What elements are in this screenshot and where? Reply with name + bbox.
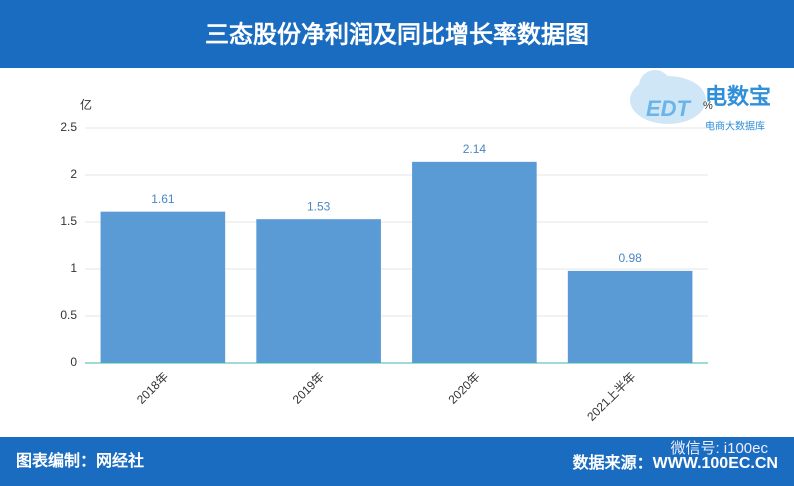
x-tick-label: 2021上半年	[584, 369, 638, 423]
header-bar	[0, 0, 794, 68]
x-tick-label: 2020年	[445, 369, 482, 406]
logo: EDT 电数宝 电商大数据库	[630, 70, 771, 133]
bar	[567, 270, 693, 363]
y-tick-label: 2.5	[60, 120, 77, 134]
data-label: 0.98	[618, 251, 642, 265]
data-label: 1.61	[151, 192, 175, 206]
y-tick-label: 1.5	[60, 214, 77, 228]
x-tick-label: 2018年	[134, 369, 171, 406]
bar	[100, 211, 226, 363]
logo-mark: EDT	[646, 96, 692, 121]
y-tick-label: 1	[70, 261, 77, 275]
data-label: 1.53	[307, 199, 331, 213]
y-axis-unit: 亿	[80, 97, 92, 112]
y-tick-label: 2	[70, 167, 77, 181]
data-label: 2.14	[463, 142, 487, 156]
footer-source-left: 图表编制：网经社	[16, 451, 144, 470]
logo-title: 电数宝	[705, 84, 771, 109]
bar	[412, 161, 537, 363]
footer-bar	[0, 437, 794, 486]
bar	[256, 219, 381, 363]
x-tick-label: 2019年	[290, 369, 327, 406]
logo-subtitle: 电商大数据库	[705, 120, 765, 133]
watermark: 微信号: i100ec	[670, 440, 768, 457]
footer-source-right: 数据来源：WWW.100EC.CN	[573, 453, 778, 472]
chart-title: 三态股份净利润及同比增长率数据图	[205, 20, 589, 48]
y2-axis-unit: %	[703, 100, 713, 112]
y-tick-label: 0.5	[60, 308, 77, 322]
logo-cloud	[639, 70, 671, 102]
y-tick-label: 0	[70, 355, 77, 369]
